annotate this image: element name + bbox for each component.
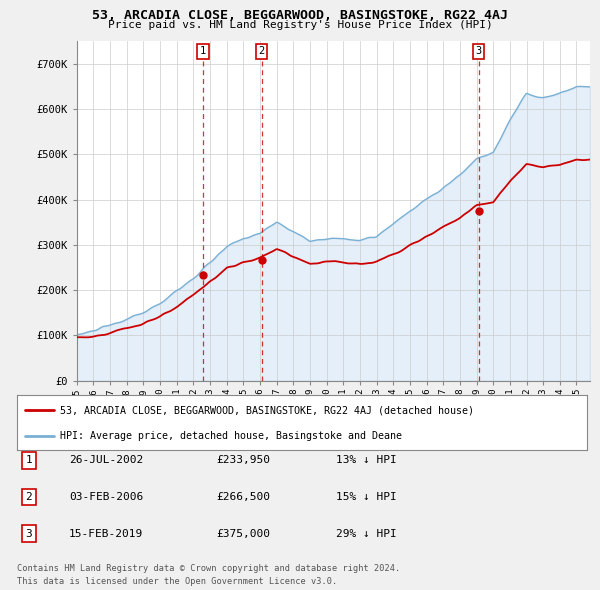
Text: 03-FEB-2006: 03-FEB-2006 (69, 492, 143, 502)
Text: 3: 3 (25, 529, 32, 539)
Text: £375,000: £375,000 (216, 529, 270, 539)
Text: 13% ↓ HPI: 13% ↓ HPI (336, 455, 397, 466)
Text: £233,950: £233,950 (216, 455, 270, 466)
Text: 3: 3 (475, 46, 482, 56)
Text: 53, ARCADIA CLOSE, BEGGARWOOD, BASINGSTOKE, RG22 4AJ (detached house): 53, ARCADIA CLOSE, BEGGARWOOD, BASINGSTO… (59, 405, 473, 415)
Text: 1: 1 (25, 455, 32, 466)
Text: 1: 1 (200, 46, 206, 56)
Text: £266,500: £266,500 (216, 492, 270, 502)
Text: 29% ↓ HPI: 29% ↓ HPI (336, 529, 397, 539)
Text: HPI: Average price, detached house, Basingstoke and Deane: HPI: Average price, detached house, Basi… (59, 431, 401, 441)
Text: This data is licensed under the Open Government Licence v3.0.: This data is licensed under the Open Gov… (17, 577, 337, 586)
Text: 15-FEB-2019: 15-FEB-2019 (69, 529, 143, 539)
Text: 2: 2 (25, 492, 32, 502)
Text: 26-JUL-2002: 26-JUL-2002 (69, 455, 143, 466)
Text: 53, ARCADIA CLOSE, BEGGARWOOD, BASINGSTOKE, RG22 4AJ: 53, ARCADIA CLOSE, BEGGARWOOD, BASINGSTO… (92, 9, 508, 22)
Text: 2: 2 (259, 46, 265, 56)
Text: Price paid vs. HM Land Registry's House Price Index (HPI): Price paid vs. HM Land Registry's House … (107, 20, 493, 30)
Text: 15% ↓ HPI: 15% ↓ HPI (336, 492, 397, 502)
Text: Contains HM Land Registry data © Crown copyright and database right 2024.: Contains HM Land Registry data © Crown c… (17, 564, 400, 573)
